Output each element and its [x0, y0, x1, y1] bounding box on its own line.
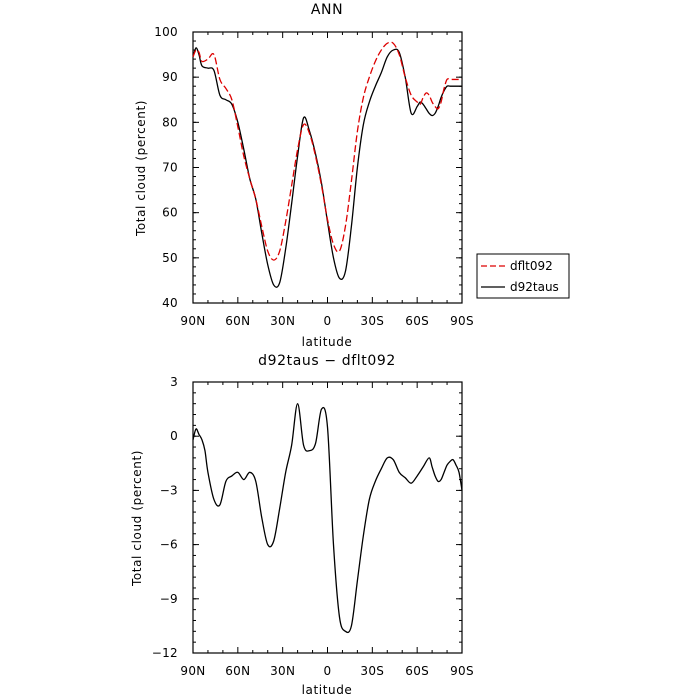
bottom-y-axis-title: Total cloud (percent) — [130, 450, 144, 587]
top-plot-frame — [192, 31, 463, 304]
top-y-tick-label: 60 — [162, 206, 178, 220]
top-x-tick-label: 60S — [405, 314, 429, 328]
bottom-panel-title: d92taus − dflt092 — [258, 353, 396, 369]
top-x-axis-title: latitude — [302, 335, 353, 349]
top-x-tick-label: 90S — [450, 314, 474, 328]
bottom-x-axis-title: latitude — [302, 683, 353, 697]
bottom-plot-area: 90N 60N 30N 0 30S 60S 90S 3 0 −3 −6 −9 −12 — [152, 375, 474, 678]
top-x-tick-label: 60N — [225, 314, 250, 328]
bottom-x-tick-label: 60S — [405, 664, 429, 678]
bottom-x-tick-label: 90N — [180, 664, 205, 678]
top-x-tick-label: 0 — [324, 314, 332, 328]
bottom-panel: d92taus − dflt092 90N 60N 30N 0 30S 60S 90S 3 0 −… — [130, 353, 474, 697]
bottom-y-tick-label: −9 — [160, 592, 178, 606]
top-series-dflt092-line — [192, 41, 462, 261]
bottom-series-difference-line — [192, 403, 463, 634]
bottom-y-tick-label: −6 — [160, 538, 178, 552]
bottom-x-tick-label: 60N — [225, 664, 250, 678]
top-y-tick-label: 80 — [162, 115, 178, 129]
bottom-y-tick-label: −3 — [160, 483, 178, 497]
legend-label-d92taus: d92taus — [510, 280, 559, 294]
top-y-tick-label: 50 — [162, 251, 178, 265]
legend: dflt092 d92taus — [476, 253, 570, 299]
bottom-x-tick-label: 0 — [324, 664, 332, 678]
bottom-x-tick-label: 30N — [270, 664, 295, 678]
top-y-axis-title: Total cloud (percent) — [134, 100, 148, 237]
bottom-x-tick-label: 90S — [450, 664, 474, 678]
top-y-tick-label: 100 — [154, 25, 178, 39]
top-panel: ANN 90N 60N 30N 0 30S 60S 90S 40 50 60 70 80 90 100 l… — [134, 2, 474, 349]
top-panel-title: ANN — [311, 2, 343, 18]
bottom-y-tick-label: −12 — [152, 646, 178, 660]
top-y-tick-label: 70 — [162, 161, 178, 175]
bottom-y-tick-label: 0 — [170, 429, 178, 443]
top-y-tick-label: 40 — [162, 296, 178, 310]
top-plot-area: 90N 60N 30N 0 30S 60S 90S 40 50 60 70 80 90 100 — [154, 25, 474, 328]
legend-label-dflt092: dflt092 — [510, 259, 553, 273]
top-x-tick-label: 90N — [180, 314, 205, 328]
top-y-tick-label: 90 — [162, 70, 178, 84]
legend-frame — [476, 253, 570, 299]
top-series-d92taus-line — [192, 47, 462, 288]
bottom-y-tick-label: 3 — [170, 375, 178, 389]
bottom-x-tick-label: 30S — [360, 664, 384, 678]
top-x-tick-label: 30S — [360, 314, 384, 328]
top-x-tick-label: 30N — [270, 314, 295, 328]
